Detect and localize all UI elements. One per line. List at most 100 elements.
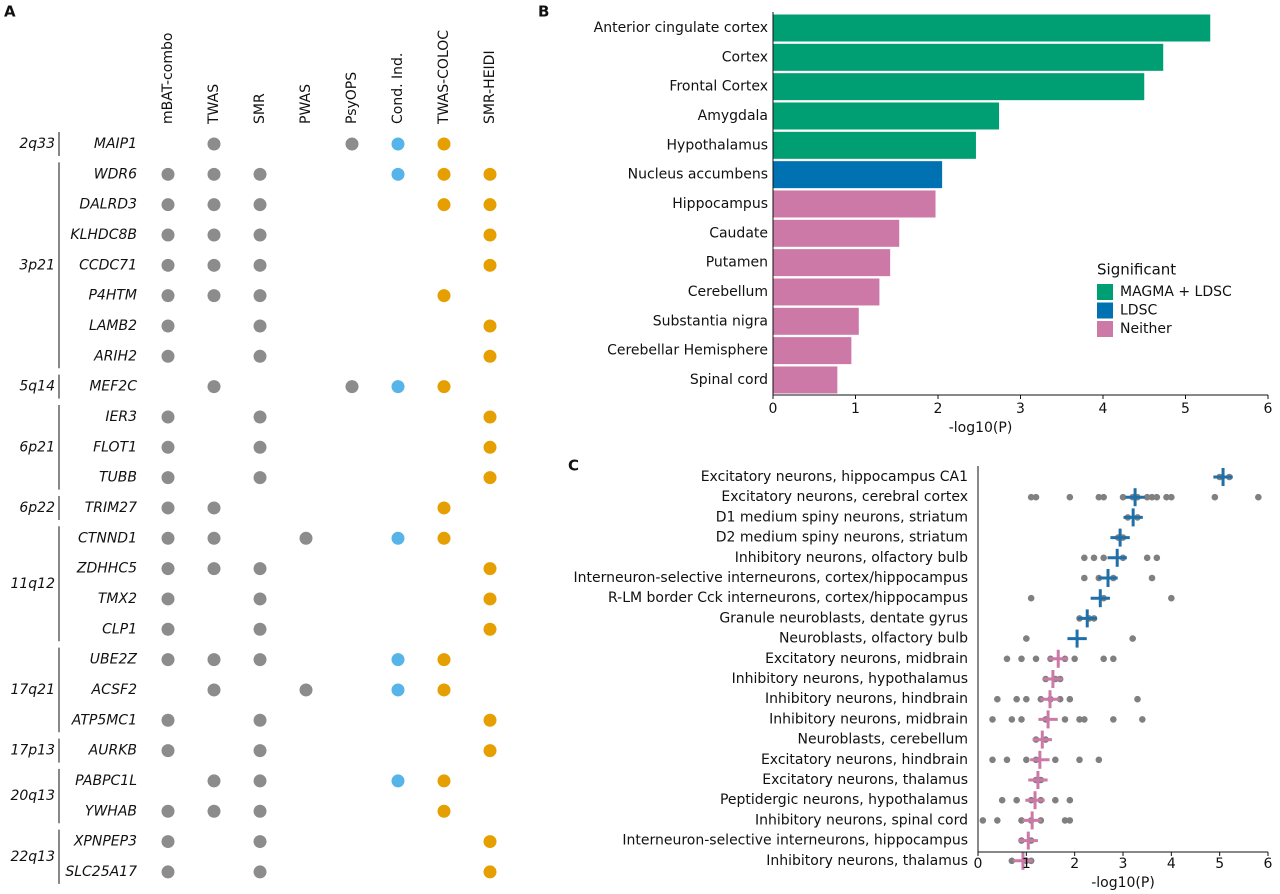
point [1013, 796, 1020, 804]
dot [207, 774, 221, 788]
point [1143, 554, 1151, 562]
dot [207, 380, 221, 394]
y-tick-label: Interneuron-selective interneurons, cort… [573, 570, 968, 586]
bar [773, 337, 852, 365]
y-tick-label: Substantia nigra [653, 313, 768, 329]
dot [161, 622, 175, 636]
point [1027, 493, 1035, 501]
dot [391, 167, 405, 181]
dot [483, 744, 497, 758]
dot [253, 622, 267, 636]
dot [253, 258, 267, 272]
dot [161, 835, 175, 849]
gene-label: TMX2 [98, 591, 137, 607]
gene-label: TUBB [99, 470, 137, 486]
gene-label: KLHDC8B [70, 227, 137, 243]
dot [437, 137, 451, 151]
dot [253, 592, 267, 606]
point [1153, 554, 1161, 562]
dot [483, 865, 497, 879]
point [1018, 716, 1025, 723]
dot [253, 167, 267, 181]
legend-swatch [1097, 321, 1113, 337]
point [989, 716, 996, 723]
gene-label: ZDHHC5 [76, 561, 137, 577]
y-tick-label: Excitatory neurons, cerebral cortex [721, 489, 968, 505]
dot [483, 349, 497, 363]
point [1008, 857, 1016, 865]
legend-swatch [1097, 284, 1113, 300]
point [1110, 716, 1117, 723]
point [1052, 756, 1059, 764]
dot [437, 683, 451, 697]
dot [161, 228, 175, 242]
column-label: mBAT-combo [160, 33, 176, 124]
dot [161, 744, 175, 758]
point [1066, 493, 1074, 501]
dot [483, 258, 497, 272]
bar [773, 278, 880, 306]
dot [161, 289, 175, 303]
dot [253, 804, 267, 818]
dot [253, 653, 267, 667]
y-tick-label: Excitatory neurons, hindbrain [761, 752, 968, 768]
point [1148, 574, 1156, 582]
dot [437, 380, 451, 394]
dot [161, 865, 175, 879]
point [1139, 716, 1146, 723]
dot [437, 167, 451, 181]
dot [207, 653, 221, 667]
x-tick-label: 1 [1022, 856, 1031, 872]
point [1061, 817, 1069, 824]
dot [207, 167, 221, 181]
bar [773, 219, 900, 247]
dot [483, 228, 497, 242]
dot [483, 835, 497, 849]
x-tick-label: 3 [1119, 856, 1128, 872]
dot [161, 410, 175, 424]
dot [161, 440, 175, 454]
dot [391, 380, 405, 394]
point [1018, 655, 1025, 663]
point [1066, 817, 1074, 824]
y-tick-label: Hippocampus [672, 196, 768, 212]
point [1032, 655, 1040, 663]
dot [253, 471, 267, 485]
gene-label: ARIH2 [93, 348, 137, 364]
point [1134, 695, 1141, 703]
point [1066, 796, 1074, 804]
dot [253, 349, 267, 363]
point [998, 796, 1006, 804]
point [1095, 493, 1103, 501]
gene-label: CTNND1 [78, 530, 137, 546]
dot [207, 683, 221, 697]
point [1023, 635, 1030, 642]
locus-label: 20q13 [10, 788, 55, 804]
point [979, 817, 987, 824]
point [1023, 756, 1030, 764]
gene-label: LAMB2 [89, 318, 137, 334]
x-tick-label: 5 [1181, 401, 1190, 417]
panel-label: C [568, 457, 579, 475]
dot [161, 531, 175, 545]
point [1211, 493, 1219, 501]
point [1032, 493, 1040, 501]
point [1023, 695, 1030, 703]
gene-label: YWHAB [85, 803, 137, 819]
point [1100, 493, 1107, 501]
dot [391, 683, 405, 697]
dot [253, 713, 267, 727]
x-tick-label: 2 [934, 401, 943, 417]
dot [437, 531, 451, 545]
column-label: Cond. Ind. [390, 53, 406, 124]
dot [253, 410, 267, 424]
point [1056, 695, 1064, 703]
point [1076, 756, 1083, 764]
x-tick-label: 0 [769, 401, 778, 417]
locus-label: 6p21 [19, 439, 55, 455]
bar [773, 14, 1211, 42]
point [1061, 716, 1069, 723]
dot [161, 471, 175, 485]
x-tick-label: 5 [1215, 856, 1224, 872]
